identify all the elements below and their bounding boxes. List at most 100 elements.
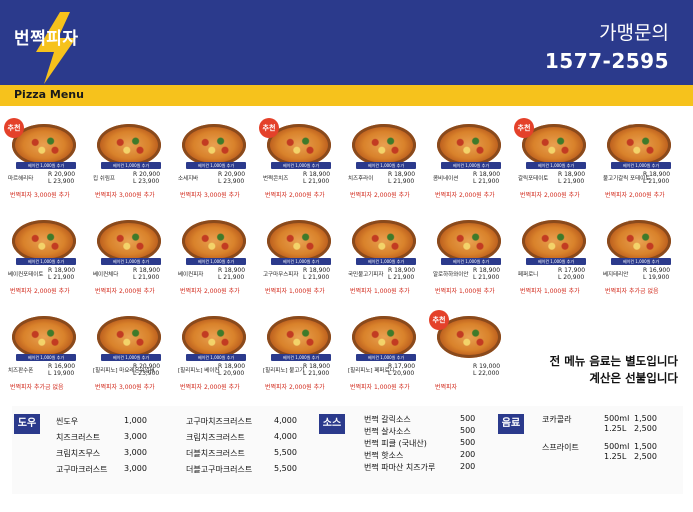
price-regular: R 18,900: [133, 267, 161, 274]
price-large: L 23,900: [48, 178, 75, 185]
drink-size: 500ml: [604, 414, 630, 423]
pizza-topping-tag: 베이컨 1,000원 추가: [186, 162, 246, 169]
recommend-badge: 추천: [4, 118, 24, 138]
option-name: 더블고구마크러스트: [186, 465, 253, 474]
option-name: 치즈크러스트: [56, 433, 101, 442]
pizza-price: R 16,900 L 19,900: [48, 363, 75, 377]
pizza-topping-tag: 베이컨 1,000원 추가: [356, 354, 416, 361]
pizza-item: 베이컨 1,000원 추가 페퍼로니 R 17,900 L 20,900 번쩍피자 1,…: [518, 220, 598, 310]
pizza-item: 베이컨 1,000원 추가 베지테리안 R 16,900 L 19,900 번쩍피자 추…: [603, 220, 683, 310]
pizza-name: 치즈판수폰: [8, 368, 34, 374]
pizza-name: [힐리피노] 베이컨: [178, 368, 220, 374]
pizza-price: R 18,900 L 21,900: [558, 171, 585, 185]
price-large: L 21,900: [303, 274, 330, 281]
pizza-image: [607, 124, 671, 166]
option-name: 고구마치즈크러스트: [186, 417, 253, 426]
option-price: 500: [460, 414, 476, 423]
option-price: 500: [460, 438, 476, 447]
pizza-item: 베이컨 1,000원 추가 [힐리피노] 불고기 R 18,900 L 21,900 번…: [263, 316, 343, 406]
pizza-item: 베이컨 1,000원 추가 치즈후라이 R 18,900 L 21,900 번쩍피자 2…: [348, 124, 428, 214]
pizza-item: 베이컨 1,000원 추가 [힐리피노] 페퍼로니 R 17,900 L 20,900…: [348, 316, 428, 406]
pizza-topping-tag: 베이컨 1,000원 추가: [271, 354, 331, 361]
price-regular: R 20,900: [133, 363, 161, 370]
franchise-inquiry-label: 가맹문의: [599, 22, 669, 44]
price-regular: R 18,900: [643, 171, 671, 178]
pizza-topping-tag: 베이컨 1,000원 추가: [356, 258, 416, 265]
pizza-name: 콤비네이션: [433, 176, 459, 182]
option-name: 번쩍 살사소스: [364, 427, 411, 436]
option-name: 크림치즈크러스트: [186, 433, 245, 442]
pizza-note: 번쩍피자 2,000원 추가: [180, 384, 240, 391]
pizza-topping-tag: 베이컨 1,000원 추가: [101, 162, 161, 169]
option-name: 더블치즈크러스트: [186, 449, 245, 458]
price-regular: R 18,900: [388, 267, 416, 274]
drinks-label: 음료: [498, 414, 524, 434]
pizza-note: 번쩍피자 1,000원 추가: [520, 288, 580, 295]
pizza-price: R 18,900 L 21,900: [473, 267, 500, 281]
price-large: L 21,900: [303, 178, 330, 185]
pizza-price: R 18,900 L 21,900: [388, 171, 415, 185]
option-price: 3,000: [124, 464, 147, 473]
price-regular: R 18,900: [218, 267, 246, 274]
price-regular: R 17,900: [388, 363, 416, 370]
pizza-image: [522, 124, 586, 166]
pizza-price: R 18,900 L 20,900: [218, 363, 245, 377]
option-name: 번쩍 파마산 치즈가루: [364, 463, 436, 472]
price-large: L 20,900: [558, 274, 585, 281]
pizza-topping-tag: 베이컨 1,000원 추가: [16, 162, 76, 169]
option-price: 3,000: [124, 448, 147, 457]
pizza-topping-tag: 베이컨 1,000원 추가: [441, 162, 501, 169]
pizza-note: 번쩍피자 2,000원 추가: [605, 192, 665, 199]
price-regular: R 18,900: [558, 171, 586, 178]
pizza-name: 마르헤리타: [8, 176, 34, 182]
pizza-name: 베지테리안: [603, 272, 629, 278]
pizza-note: 번쩍피자 3,000원 추가: [10, 192, 70, 199]
price-regular: R 18,900: [473, 171, 501, 178]
menu-title: Pizza Menu: [14, 88, 84, 101]
pizza-topping-tag: 베이컨 1,000원 추가: [611, 162, 671, 169]
price-large: L 23,900: [133, 370, 160, 377]
pizza-name: 번쩍콘치즈: [263, 176, 289, 182]
recommend-badge: 추천: [429, 310, 449, 330]
pizza-note: 번쩍피자 2,000원 추가: [180, 288, 240, 295]
price-regular: R 18,900: [218, 363, 246, 370]
price-large: L 21,900: [473, 178, 500, 185]
pizza-price: R 20,900 L 23,900: [48, 171, 75, 185]
pizza-item: 베이컨 1,000원 추가 치즈판수폰 R 16,900 L 19,900 번쩍피자 추…: [8, 316, 88, 406]
pizza-topping-tag: 베이컨 1,000원 추가: [611, 258, 671, 265]
pizza-image: [267, 316, 331, 358]
notice-line: 전 메뉴 음료는 별도입니다: [549, 354, 678, 368]
header-banner: 번쩍피자 가맹문의 1577-2595: [0, 0, 693, 85]
price-regular: R 17,900: [558, 267, 586, 274]
pizza-image: [97, 316, 161, 358]
price-regular: R 16,900: [48, 363, 76, 370]
price-large: L 21,900: [388, 178, 415, 185]
recommend-badge: 추천: [514, 118, 534, 138]
price-large: L 21,900: [303, 370, 330, 377]
price-regular: R 20,900: [218, 171, 246, 178]
pizza-note: 번쩍피자 2,000원 추가: [435, 192, 495, 199]
price-regular: R 16,900: [643, 267, 671, 274]
option-price: 500: [460, 426, 476, 435]
pizza-item: 베이컨 1,000원 추가 베이컨피자 R 18,900 L 21,900 번쩍피자 2…: [178, 220, 258, 310]
pizza-price: R 20,900 L 23,900: [133, 363, 160, 377]
pizza-note: 번쩍피자 3,000원 추가: [180, 192, 240, 199]
pizza-note: 번쩍피자: [435, 384, 458, 391]
option-name: 고구마크러스트: [56, 465, 108, 474]
option-price: 5,500: [274, 448, 297, 457]
pizza-name: 갈릭포테이토: [518, 176, 549, 182]
pizza-item: 베이컨 1,000원 추가 베이컨포테이토 R 18,900 L 21,900 번쩍피자…: [8, 220, 88, 310]
pizza-topping-tag: 베이컨 1,000원 추가: [271, 258, 331, 265]
lightning-bolt-icon: [36, 12, 76, 84]
price-large: L 21,900: [48, 274, 75, 281]
pizza-image: [182, 316, 246, 358]
drink-name: 코카콜라: [542, 415, 572, 424]
pizza-price: R 18,900 L 21,900: [388, 267, 415, 281]
pizza-image: [607, 220, 671, 262]
pizza-image: [12, 220, 76, 262]
pizza-topping-tag: 베이컨 1,000원 추가: [16, 258, 76, 265]
option-name: 번쩍 갈릭소스: [364, 415, 411, 424]
pizza-price: R 18,900 L 21,900: [218, 267, 245, 281]
pizza-price: R 19,000 L 22,000: [473, 363, 500, 377]
option-name: 씬도우: [56, 417, 79, 426]
